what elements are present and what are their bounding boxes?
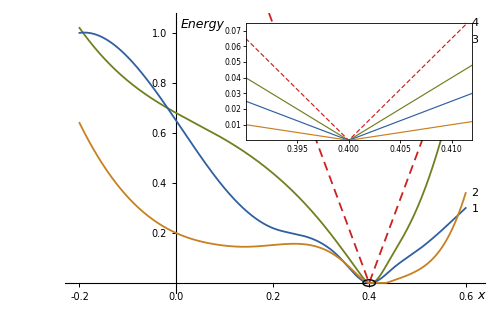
Text: 1: 1 [472, 204, 478, 214]
Text: 4: 4 [472, 18, 479, 28]
Text: 3: 3 [472, 35, 478, 45]
Text: x: x [478, 289, 485, 302]
Text: Energy: Energy [181, 18, 224, 31]
Text: 2: 2 [472, 188, 478, 198]
